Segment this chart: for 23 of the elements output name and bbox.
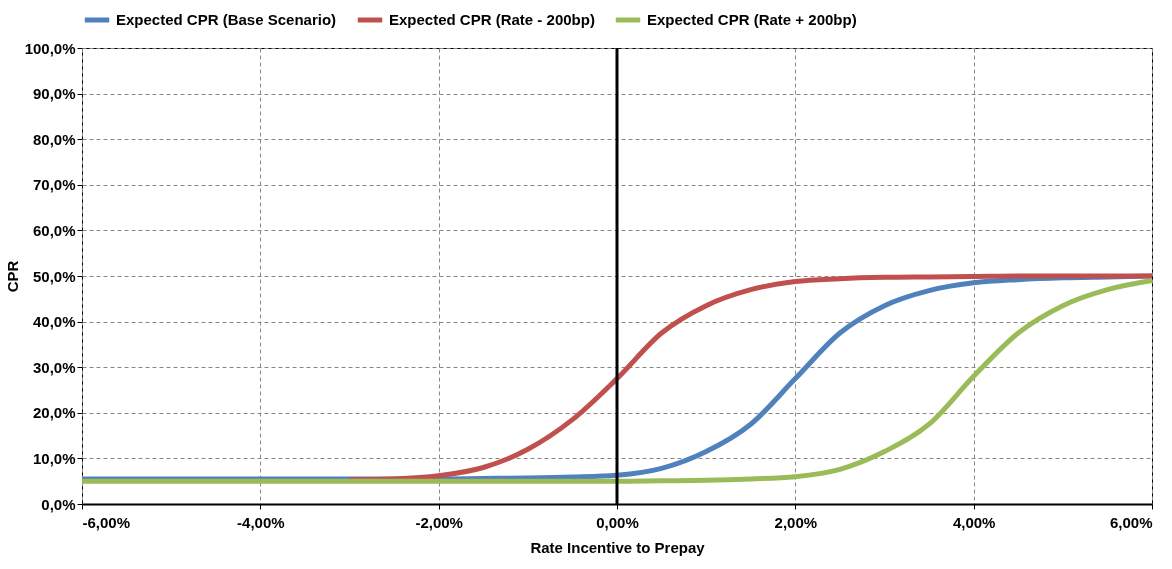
x-tick-label: -4,00%	[237, 513, 285, 531]
y-tick-label: 100,0%	[24, 39, 76, 57]
x-tick-label: -2,00%	[415, 513, 463, 531]
y-tick-label: 60,0%	[32, 221, 76, 239]
legend-label: Expected CPR (Rate + 200bp)	[647, 11, 857, 28]
y-tick-label: 0,0%	[41, 495, 76, 513]
legend-label: Expected CPR (Base Scenario)	[116, 11, 337, 28]
y-axis-title: CPR	[3, 260, 21, 293]
y-tick-label: 20,0%	[32, 404, 76, 422]
y-tick-label: 30,0%	[32, 358, 76, 376]
x-tick-label: -6,00%	[82, 513, 131, 531]
y-tick-label: 40,0%	[32, 313, 76, 331]
x-tick-label: 2,00%	[774, 513, 818, 531]
legend-label: Expected CPR (Rate - 200bp)	[389, 11, 595, 28]
y-tick-label: 10,0%	[32, 449, 76, 467]
x-axis-title: Rate Incentive to Prepay	[530, 538, 706, 556]
y-tick-label: 80,0%	[32, 130, 76, 148]
x-tick-label: 0,00%	[596, 513, 639, 531]
y-tick-label: 50,0%	[32, 267, 76, 285]
y-tick-label: 70,0%	[32, 176, 76, 194]
x-tick-label: 4,00%	[952, 513, 996, 531]
y-tick-label: 90,0%	[32, 85, 76, 103]
x-tick-label: 6,00%	[1109, 513, 1153, 531]
